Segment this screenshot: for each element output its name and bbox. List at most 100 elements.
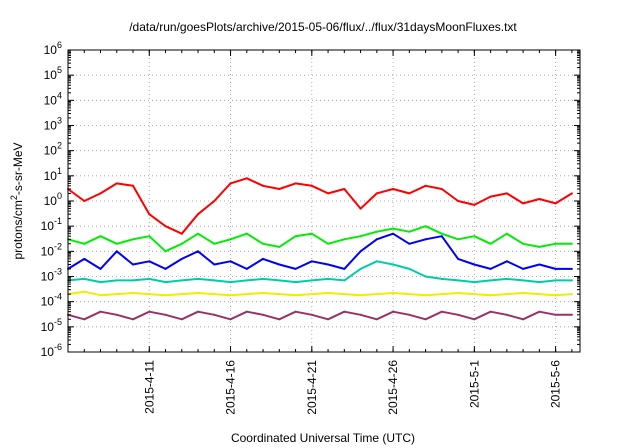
data-point	[148, 293, 151, 296]
data-point	[294, 294, 297, 297]
y-tick-base: 10	[41, 244, 55, 258]
data-point	[213, 293, 216, 296]
data-point	[538, 310, 541, 313]
data-point	[359, 250, 362, 253]
data-point	[522, 292, 525, 294]
data-point	[327, 318, 330, 321]
data-point	[505, 293, 508, 296]
data-point	[538, 293, 541, 296]
data-point	[359, 267, 362, 270]
data-point	[164, 313, 167, 316]
data-point	[457, 257, 460, 260]
data-point	[424, 225, 427, 228]
series-line	[67, 310, 572, 321]
data-point	[262, 242, 264, 245]
y-tick-base: 10	[44, 144, 58, 158]
data-point	[473, 203, 476, 206]
data-point	[489, 267, 492, 270]
data-point	[164, 225, 167, 228]
data-point	[294, 182, 297, 185]
data-point	[375, 318, 378, 321]
data-point	[180, 242, 183, 245]
y-tick-exponent: -5	[54, 317, 62, 327]
data-point	[392, 263, 395, 266]
data-point	[213, 279, 216, 282]
data-point	[343, 267, 346, 270]
data-point	[148, 213, 151, 216]
data-point	[570, 279, 573, 282]
data-point	[343, 293, 346, 296]
data-point	[359, 294, 362, 297]
data-point	[505, 260, 508, 263]
data-point	[310, 184, 313, 187]
data-point	[440, 188, 443, 190]
data-point	[522, 202, 525, 205]
series-line	[67, 290, 572, 297]
series-line	[67, 260, 572, 284]
y-tick-exponent: 5	[57, 65, 62, 75]
y-tick-label: 105	[44, 65, 62, 82]
chart-title: /data/run/goesPlots/archive/2015-05-06/f…	[129, 20, 517, 34]
data-point	[554, 267, 557, 270]
data-point	[99, 294, 102, 297]
y-tick-base: 10	[44, 169, 58, 183]
data-point	[164, 250, 167, 253]
data-point	[489, 279, 492, 282]
y-tick-base: 10	[44, 119, 58, 133]
y-tick-label: 10-1	[41, 216, 62, 233]
x-tick-label: 2015-4-26	[386, 360, 400, 415]
data-point	[570, 267, 573, 270]
data-point	[473, 318, 476, 321]
data-point	[424, 318, 427, 321]
x-ticks: 2015-4-11 2015-4-16 2015-4-21 2015-4-26 2015…	[67, 50, 573, 415]
data-point	[538, 263, 541, 266]
data-point	[262, 257, 264, 260]
data-point	[132, 292, 134, 294]
data-point	[538, 281, 541, 284]
data-point	[424, 184, 427, 187]
data-point	[343, 310, 346, 313]
data-point	[489, 294, 492, 297]
y-tick-label: 10-3	[41, 267, 62, 284]
y-tick-label: 10-5	[41, 317, 62, 334]
data-point	[83, 277, 86, 280]
data-point	[213, 242, 216, 245]
grid-lines	[68, 50, 580, 352]
data-point	[327, 292, 330, 294]
data-point	[197, 310, 199, 313]
data-point	[99, 310, 102, 313]
data-point	[132, 238, 134, 241]
data-point	[99, 192, 102, 195]
y-tick-label: 101	[44, 166, 62, 183]
data-point	[392, 227, 395, 230]
data-point	[115, 182, 118, 185]
series-line	[67, 225, 572, 253]
data-point	[99, 267, 102, 270]
y-tick-exponent: 2	[57, 141, 62, 151]
data-point	[392, 188, 395, 190]
data-point	[522, 242, 525, 245]
data-point	[262, 277, 264, 280]
data-point	[327, 242, 330, 245]
y-axis-label-sup: 2	[9, 195, 19, 200]
data-point	[343, 279, 346, 282]
data-point	[473, 281, 476, 284]
data-point	[294, 267, 297, 270]
data-point	[197, 292, 199, 294]
data-point	[392, 310, 395, 313]
data-point	[132, 279, 134, 282]
data-point	[375, 260, 378, 263]
data-point	[132, 263, 134, 266]
data-point	[83, 242, 86, 245]
y-axis-label: protons/cm2-s-sr-MeV	[9, 142, 25, 259]
data-point	[278, 318, 281, 321]
y-tick-base: 10	[41, 219, 55, 233]
data-point	[554, 202, 557, 205]
data-point	[148, 277, 151, 280]
data-point	[132, 184, 134, 187]
data-point	[262, 184, 264, 187]
data-point	[457, 200, 460, 202]
y-tick-exponent: 3	[57, 116, 62, 126]
